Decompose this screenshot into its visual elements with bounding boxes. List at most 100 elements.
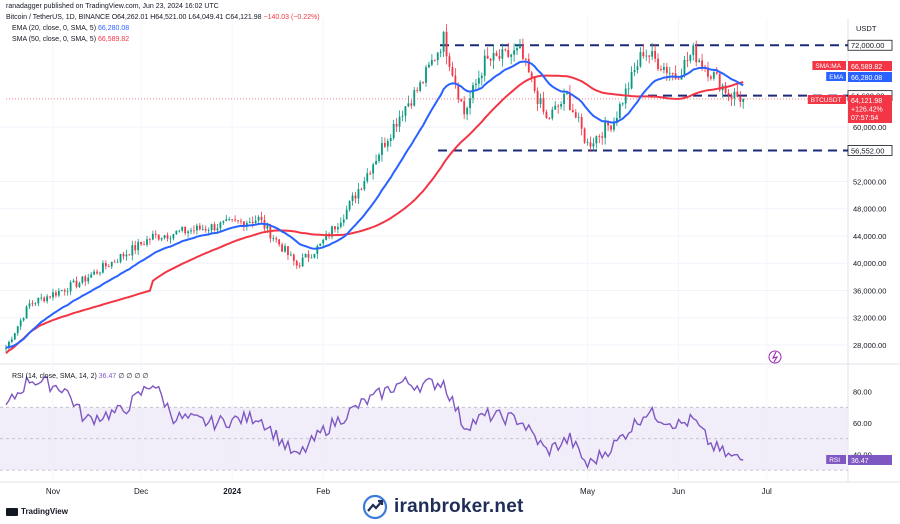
- rsi-legend-label: RSI (14, close, SMA, 14, 2): [12, 373, 97, 380]
- candle-body: [351, 195, 354, 201]
- candle-body: [577, 116, 580, 118]
- candle-body: [615, 117, 618, 122]
- price-tick-label: 44,000.00: [853, 232, 886, 241]
- time-axis: Nov Dec 2024 Feb May Jun Jul: [46, 487, 772, 496]
- candle-body: [580, 116, 583, 129]
- candle-body: [542, 97, 545, 112]
- ohlc-values: O64,262.01 H64,521.00 L64,049.41 C64,121…: [111, 14, 262, 21]
- price-tick-label: 48,000.00: [853, 205, 886, 214]
- sma-price-tag-label: SMA:MA: [815, 63, 841, 70]
- currency-label: USDT: [856, 24, 877, 33]
- ema-legend[interactable]: EMA (20, close, 0, SMA, 5) 66,280.08: [12, 25, 129, 32]
- candle-body: [668, 72, 671, 74]
- broker-logo-icon: [362, 494, 388, 520]
- candle-body: [348, 200, 351, 210]
- last-price-tag-text: 07:57:54: [851, 115, 878, 122]
- candle-body: [404, 106, 407, 116]
- candle-body: [331, 226, 333, 237]
- candle-body: [507, 49, 510, 57]
- candle-body: [84, 276, 87, 282]
- level-tag-label: 56,552.00: [851, 146, 884, 155]
- candle-body: [231, 219, 234, 221]
- sma-legend[interactable]: SMA (50, close, 0, SMA, 5) 66,589.82: [12, 36, 129, 43]
- candle-body: [72, 280, 75, 283]
- candle-body: [425, 67, 427, 83]
- candle-body: [242, 221, 245, 227]
- candle-body: [166, 235, 169, 239]
- candle-body: [272, 238, 275, 240]
- candle-body: [96, 271, 98, 274]
- candles: [5, 24, 745, 352]
- candle-body: [430, 59, 433, 65]
- sma-50-line: [5, 74, 744, 355]
- candle-body: [198, 225, 201, 230]
- rsi-tick-label: 40.00: [853, 450, 872, 459]
- lightning-icon: [768, 350, 782, 364]
- level-tag: [847, 145, 893, 156]
- candle-body: [662, 66, 665, 71]
- candle-body: [466, 107, 469, 115]
- candle-body: [566, 92, 568, 94]
- time-tick-label: 2024: [223, 487, 241, 496]
- candle-body: [618, 103, 621, 118]
- candle-body: [660, 69, 662, 71]
- candle-body: [281, 244, 283, 252]
- candle-body: [354, 195, 357, 199]
- candle-body: [589, 142, 592, 147]
- candle-body: [683, 59, 686, 76]
- price-tick-label: 32,000.00: [853, 314, 886, 323]
- candle-body: [569, 92, 571, 111]
- candle-body: [701, 60, 703, 67]
- ema-price-tag-text: 66,280.08: [851, 75, 882, 82]
- candle-body: [87, 277, 90, 282]
- candle-body: [501, 49, 504, 59]
- candle-body: [316, 245, 319, 254]
- candle-body: [613, 121, 615, 130]
- candle-body: [254, 220, 257, 224]
- candle-body: [55, 292, 57, 296]
- candle-body: [645, 55, 648, 57]
- tradingview-logo[interactable]: TradingView: [6, 507, 68, 516]
- candle-body: [386, 141, 389, 147]
- sma-price-tag-label-box: [812, 61, 846, 70]
- ema-20-line: [5, 60, 744, 349]
- last-price-tag-text: +126.42%: [851, 107, 883, 114]
- candle-body: [492, 52, 495, 61]
- candle-body: [604, 121, 607, 138]
- candle-body: [460, 99, 463, 102]
- candle-body: [34, 303, 37, 305]
- candle-body: [642, 52, 645, 57]
- candle-body: [610, 125, 612, 130]
- candle-body: [131, 245, 134, 256]
- candle-body: [486, 55, 489, 59]
- candle-body: [671, 72, 674, 74]
- price-tick-label: 60,000.00: [853, 123, 886, 132]
- candle-body: [657, 58, 659, 70]
- candle-body: [630, 71, 633, 89]
- candle-body: [366, 173, 369, 182]
- candle-body: [57, 290, 60, 296]
- candle-body: [149, 239, 151, 241]
- candle-body: [739, 96, 742, 102]
- candle-body: [219, 222, 222, 229]
- last-price-tag-text: 64,121.98: [851, 98, 882, 105]
- candle-body: [266, 224, 269, 229]
- candle-body: [357, 189, 360, 199]
- candle-body: [519, 45, 521, 49]
- candle-body: [287, 246, 289, 256]
- candle-body: [31, 303, 34, 305]
- candle-body: [222, 220, 225, 223]
- candle-body: [489, 58, 492, 61]
- candle-body: [475, 83, 477, 86]
- candle-body: [448, 56, 451, 68]
- candle-body: [601, 136, 604, 138]
- rsi-legend[interactable]: RSI (14, close, SMA, 14, 2) 36.47 ∅ ∅ ∅ …: [12, 372, 148, 380]
- candle-body: [307, 254, 310, 258]
- candle-body: [301, 257, 304, 267]
- candle-body: [709, 76, 712, 79]
- time-tick-label: May: [580, 487, 595, 496]
- candle-body: [13, 333, 16, 340]
- candle-body: [548, 117, 551, 119]
- candle-body: [419, 82, 422, 91]
